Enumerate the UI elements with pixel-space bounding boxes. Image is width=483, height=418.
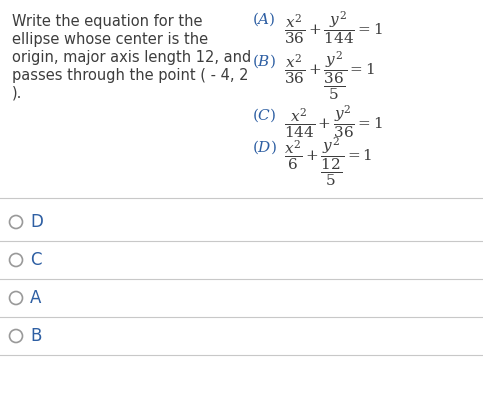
Text: $(A)$: $(A)$ xyxy=(252,10,276,28)
Text: $(D)$: $(D)$ xyxy=(252,138,277,155)
Text: $\dfrac{x^2}{6}+\dfrac{y^2}{\dfrac{12}{5}}=1$: $\dfrac{x^2}{6}+\dfrac{y^2}{\dfrac{12}{5… xyxy=(284,136,372,188)
Text: origin, major axis length 12, and: origin, major axis length 12, and xyxy=(12,50,251,65)
Text: Write the equation for the: Write the equation for the xyxy=(12,14,202,29)
Text: $(B)$: $(B)$ xyxy=(252,52,276,70)
Text: ).: ). xyxy=(12,86,22,101)
Text: D: D xyxy=(30,213,43,231)
Text: passes through the point ( - 4, 2: passes through the point ( - 4, 2 xyxy=(12,68,248,83)
Text: A: A xyxy=(30,289,42,307)
Text: B: B xyxy=(30,327,42,345)
Text: $(C)$: $(C)$ xyxy=(252,106,276,124)
Text: C: C xyxy=(30,251,42,269)
Text: ellipse whose center is the: ellipse whose center is the xyxy=(12,32,208,47)
Text: $\dfrac{x^2}{144}+\dfrac{y^2}{36}=1$: $\dfrac{x^2}{144}+\dfrac{y^2}{36}=1$ xyxy=(284,104,383,140)
Text: $\dfrac{x^2}{36}+\dfrac{y^2}{144}=1$: $\dfrac{x^2}{36}+\dfrac{y^2}{144}=1$ xyxy=(284,10,383,46)
Text: $\dfrac{x^2}{36}+\dfrac{y^2}{\dfrac{36}{5}}=1$: $\dfrac{x^2}{36}+\dfrac{y^2}{\dfrac{36}{… xyxy=(284,50,375,102)
